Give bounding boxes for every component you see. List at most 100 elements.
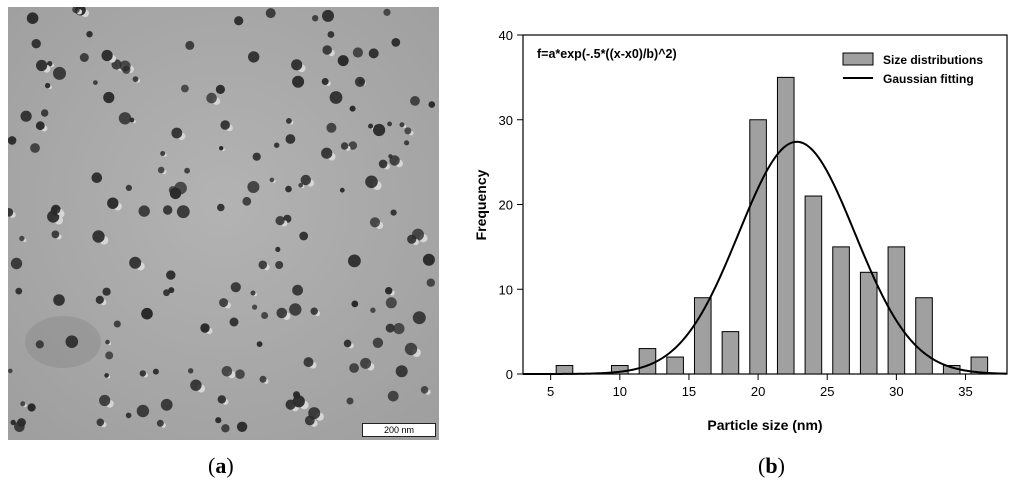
tem-micrograph: 200 nm — [8, 7, 439, 440]
x-tick-label: 20 — [751, 384, 765, 399]
nanoparticle — [107, 197, 119, 209]
nanoparticle — [368, 48, 379, 59]
nanoparticle — [51, 230, 60, 239]
nanoparticle — [322, 9, 334, 22]
nanoparticle — [365, 175, 378, 189]
nanoparticle — [399, 122, 405, 128]
nanoparticle — [395, 365, 408, 378]
nanoparticle — [101, 49, 113, 62]
nanoparticle — [166, 270, 176, 280]
nanoparticle — [360, 357, 372, 369]
nanoparticle — [372, 337, 384, 348]
nanoparticle — [215, 84, 225, 94]
nanoparticle — [181, 84, 189, 93]
nanoparticle — [206, 92, 217, 104]
nanoparticle — [105, 339, 110, 345]
y-tick-label: 0 — [506, 367, 513, 382]
nanoparticle — [387, 121, 392, 127]
nanoparticle — [276, 307, 288, 319]
nanoparticle — [256, 341, 263, 347]
nanoparticle — [250, 290, 256, 296]
nanoparticle — [236, 421, 248, 432]
nanoparticle — [385, 287, 393, 295]
y-tick-label: 40 — [499, 28, 513, 43]
nanoparticle — [139, 370, 146, 377]
histogram-bar — [859, 271, 878, 375]
nanoparticle — [10, 419, 16, 426]
nanoparticle — [217, 203, 225, 212]
nanoparticle — [200, 323, 210, 333]
nanoparticle — [300, 174, 311, 186]
nanoparticle — [99, 394, 111, 407]
nanoparticle — [346, 397, 354, 405]
nanoparticle — [30, 143, 40, 153]
histogram-bar — [804, 195, 823, 375]
nanoparticle — [340, 142, 349, 150]
nanoparticle — [337, 55, 349, 67]
nanoparticle — [303, 357, 314, 368]
nanoparticle — [292, 75, 305, 88]
nanoparticle — [370, 307, 376, 313]
x-tick-label: 25 — [820, 384, 834, 399]
nanoparticle — [51, 204, 61, 214]
nanoparticle — [393, 323, 405, 335]
histogram-bar — [887, 246, 906, 375]
nanoparticle — [407, 234, 417, 244]
fit-formula: f=a*exp(-.5*((x-x0)/b)^2) — [537, 47, 677, 61]
nanoparticle-image — [8, 7, 439, 440]
nanoparticle — [27, 403, 36, 412]
nanoparticle — [349, 105, 356, 112]
nanoparticle — [132, 76, 139, 82]
histogram-bar — [832, 246, 850, 375]
nanoparticle — [125, 184, 132, 191]
x-tick-label: 10 — [613, 384, 627, 399]
nanoparticle — [385, 323, 395, 333]
nanoparticle — [19, 235, 25, 242]
nanoparticle — [156, 419, 164, 427]
nanoparticle — [185, 40, 195, 50]
nanoparticle — [20, 401, 26, 407]
histogram-bar — [776, 76, 795, 375]
nanoparticle — [310, 307, 318, 315]
nanoparticle — [122, 65, 131, 74]
nanoparticle — [104, 373, 109, 378]
nanoparticle — [86, 31, 93, 38]
y-tick-label: 30 — [499, 113, 513, 128]
nanoparticle — [41, 109, 49, 117]
panel-label-b: (b) — [758, 453, 785, 478]
nanoparticle — [291, 59, 303, 71]
nanoparticle — [269, 177, 275, 183]
nanoparticle — [339, 187, 345, 193]
nanoparticle — [53, 66, 66, 80]
nanoparticle — [321, 78, 329, 85]
nanoparticle — [383, 8, 391, 16]
nanoparticle — [96, 418, 105, 427]
histogram-bar — [638, 348, 657, 375]
nanoparticle — [219, 146, 224, 151]
nanoparticle — [163, 205, 173, 215]
nanoparticle — [14, 421, 25, 433]
nanoparticle — [163, 289, 170, 297]
nanoparticle — [258, 260, 268, 270]
histogram-bars — [555, 76, 989, 375]
nanoparticle — [391, 38, 401, 47]
panel-label-a: (a) — [208, 453, 234, 478]
nanoparticle — [157, 166, 165, 174]
gaussian-curve-group — [523, 140, 1008, 375]
nanoparticle — [390, 209, 397, 216]
nanoparticle — [275, 246, 281, 252]
x-axis-title: Particle size (nm) — [707, 417, 822, 433]
nanoparticle — [285, 185, 292, 193]
nanoparticle — [387, 390, 399, 402]
nanoparticle — [312, 15, 319, 22]
nanoparticle — [327, 31, 335, 38]
nanoparticle — [26, 12, 39, 24]
nanoparticle — [221, 424, 230, 433]
nanoparticle — [352, 47, 363, 58]
nanoparticle — [184, 167, 191, 174]
nanoparticle — [308, 407, 321, 420]
nanoparticle — [252, 304, 258, 310]
x-tick-label: 30 — [889, 384, 903, 399]
nanoparticle — [369, 217, 381, 228]
nanoparticle — [10, 257, 23, 270]
